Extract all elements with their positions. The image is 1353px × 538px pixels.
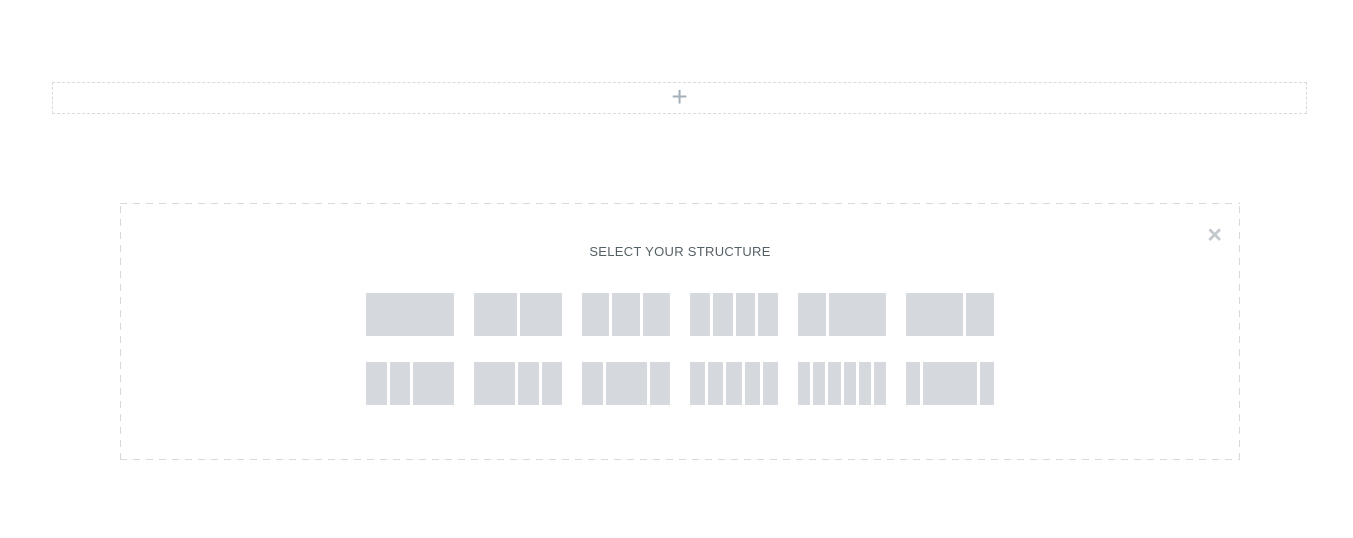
structure-option-33-66[interactable] xyxy=(798,293,886,336)
column-block xyxy=(965,293,994,336)
column-block xyxy=(642,293,670,336)
column-block xyxy=(582,362,603,405)
column-block xyxy=(922,362,978,405)
structure-option-50-50[interactable] xyxy=(474,293,562,336)
structure-option-25-25-25-25[interactable] xyxy=(690,293,778,336)
column-block xyxy=(474,362,515,405)
column-block xyxy=(762,362,779,405)
column-block xyxy=(366,362,387,405)
column-block xyxy=(813,362,826,405)
structure-option-25-50-25[interactable] xyxy=(582,362,670,405)
column-block xyxy=(906,293,963,336)
column-block xyxy=(690,293,710,336)
column-block xyxy=(758,293,778,336)
column-block xyxy=(712,293,733,336)
column-block xyxy=(366,293,454,336)
column-block xyxy=(605,362,647,405)
column-block xyxy=(519,293,562,336)
add-section-dropzone[interactable]: + xyxy=(52,82,1307,114)
structure-grid xyxy=(366,293,995,405)
structure-option-16-16-16-16-16-16[interactable] xyxy=(798,362,887,405)
column-block xyxy=(798,293,827,336)
column-block xyxy=(474,293,517,336)
select-structure-panel: × SELECT YOUR STRUCTURE xyxy=(120,203,1240,460)
column-block xyxy=(828,362,841,405)
structure-option-66-33[interactable] xyxy=(906,293,994,336)
column-block xyxy=(858,362,871,405)
column-block xyxy=(690,362,706,405)
column-block xyxy=(582,293,610,336)
panel-title: SELECT YOUR STRUCTURE xyxy=(589,244,771,259)
column-block xyxy=(612,293,640,336)
column-block xyxy=(708,362,724,405)
structure-option-25-25-50[interactable] xyxy=(366,362,454,405)
column-block xyxy=(798,362,811,405)
column-block xyxy=(843,362,856,405)
structure-option-16-66-16[interactable] xyxy=(906,362,995,405)
column-block xyxy=(649,362,670,405)
column-block xyxy=(726,362,742,405)
column-block xyxy=(829,293,886,336)
close-icon[interactable]: × xyxy=(1207,221,1222,249)
column-block xyxy=(518,362,539,405)
column-block xyxy=(541,362,562,405)
column-block xyxy=(873,362,887,405)
column-block xyxy=(735,293,756,336)
column-block xyxy=(413,362,454,405)
structure-option-20-20-20-20-20[interactable] xyxy=(690,362,779,405)
column-block xyxy=(389,362,410,405)
column-block xyxy=(980,362,995,405)
column-block xyxy=(906,362,920,405)
column-block xyxy=(744,362,760,405)
structure-option-100[interactable] xyxy=(366,293,454,336)
structure-option-33-33-33[interactable] xyxy=(582,293,670,336)
structure-option-50-25-25[interactable] xyxy=(474,362,562,405)
